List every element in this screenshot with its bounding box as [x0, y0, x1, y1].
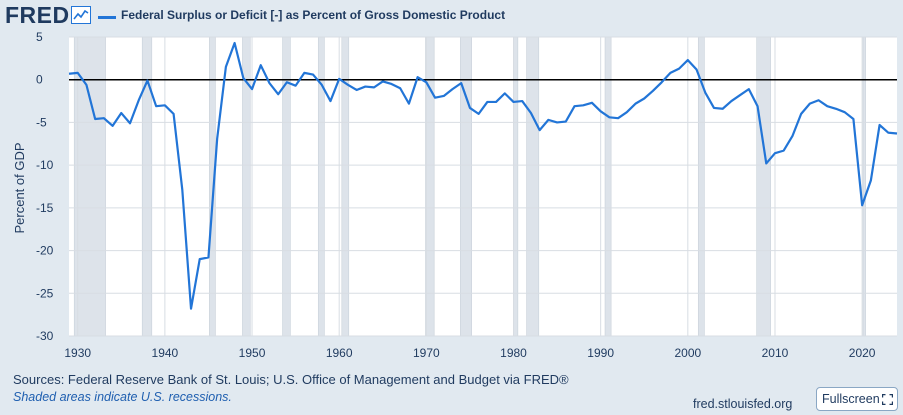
recession-band [460, 36, 472, 337]
x-tick-label: 1990 [587, 346, 614, 360]
recession-band [526, 36, 540, 337]
y-tick-label: -5 [36, 115, 47, 129]
recession-band [862, 36, 866, 337]
y-axis-ticks: 5 0 -5 -10 -15 -20 -25 -30 [36, 30, 54, 343]
x-tick-label: 1980 [500, 346, 527, 360]
fullscreen-button[interactable]: Fullscreen [816, 387, 898, 411]
legend-label: Federal Surplus or Deficit [-] as Percen… [121, 8, 506, 22]
recession-band [513, 36, 519, 337]
gridlines [69, 36, 897, 337]
y-tick-label: 0 [36, 73, 43, 87]
x-tick-label: 1970 [413, 346, 440, 360]
fred-url-link[interactable]: fred.stlouisfed.org [693, 397, 793, 411]
sources-text: Sources: Federal Reserve Bank of St. Lou… [13, 372, 569, 387]
recession-band [604, 36, 612, 337]
x-tick-label: 2020 [849, 346, 876, 360]
y-tick-label: -25 [36, 286, 54, 300]
x-tick-label: 1930 [64, 346, 91, 360]
deficit-series-line [68, 41, 898, 310]
legend-swatch [98, 16, 116, 19]
y-tick-label: 5 [36, 30, 43, 44]
line-chart-icon [71, 6, 91, 24]
y-axis-label: Percent of GDP [12, 142, 27, 233]
x-tick-label: 1960 [326, 346, 353, 360]
x-axis-ticks: 1930 1940 1950 1960 1970 1980 1990 2000 2010 2020 [64, 346, 875, 360]
x-tick-label: 1940 [152, 346, 179, 360]
y-tick-label: -20 [36, 244, 54, 258]
y-tick-label: -15 [36, 201, 54, 215]
fullscreen-label: Fullscreen [822, 392, 880, 406]
fred-logo[interactable]: FRED [5, 2, 70, 28]
chart-header: FRED Federal Surplus or Deficit [-] as P… [0, 0, 903, 32]
x-tick-label: 2010 [762, 346, 789, 360]
y-tick-label: -30 [36, 329, 54, 343]
y-tick-label: -10 [36, 158, 54, 172]
x-tick-label: 1950 [239, 346, 266, 360]
recession-band [73, 36, 106, 337]
chart-area: 5 0 -5 -10 -15 -20 -25 -30 1930 1940 1950 1960 1970… [12, 30, 898, 360]
x-tick-label: 2000 [674, 346, 701, 360]
expand-icon [882, 394, 893, 405]
recession-band [756, 36, 771, 337]
recession-note: Shaded areas indicate U.S. recessions. [13, 390, 232, 404]
